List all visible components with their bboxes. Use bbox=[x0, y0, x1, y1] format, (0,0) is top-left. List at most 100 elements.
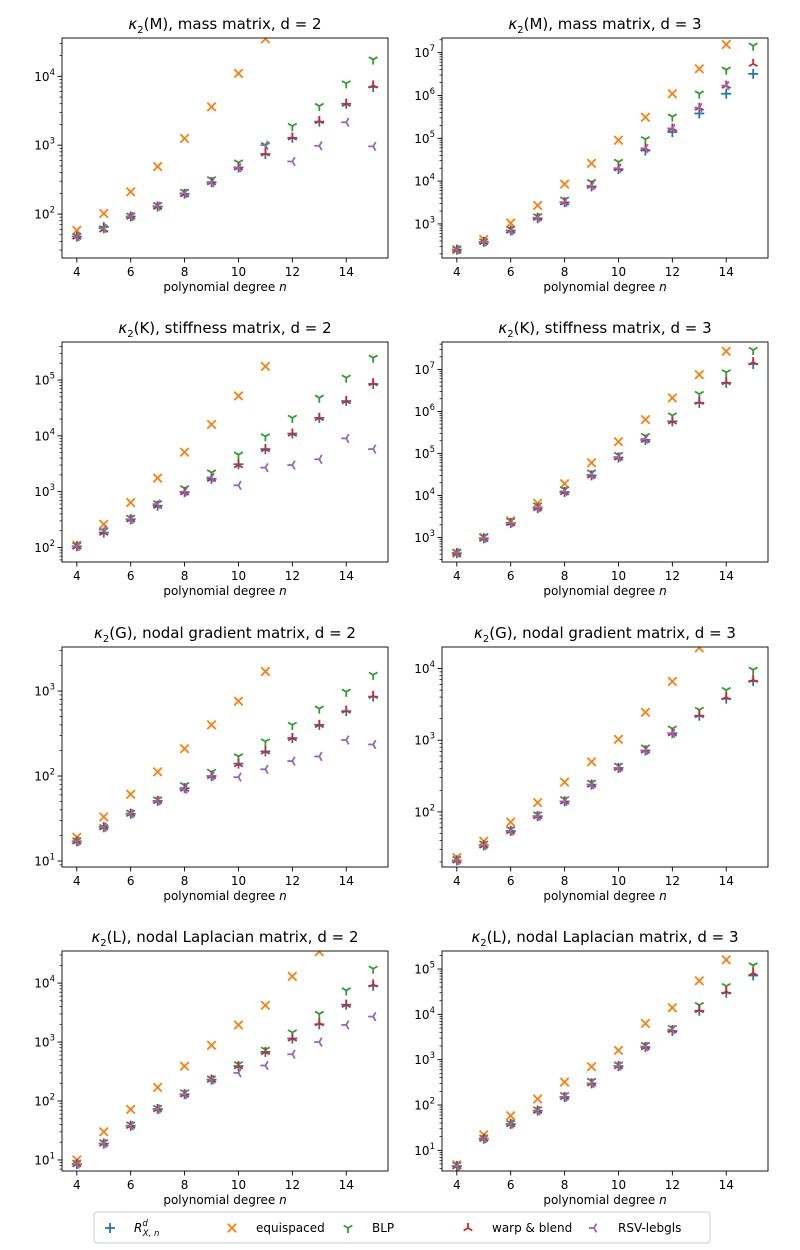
x-tick-label: 8 bbox=[181, 265, 189, 279]
point-blp bbox=[287, 122, 298, 131]
data-markers bbox=[71, 951, 379, 1170]
point-rsv bbox=[613, 1061, 622, 1071]
point-rsv bbox=[559, 197, 568, 208]
point-rsv bbox=[98, 524, 108, 535]
point-rsv bbox=[314, 751, 323, 762]
y-tick-label: 102 bbox=[34, 768, 55, 784]
point-rsv bbox=[586, 779, 595, 790]
point-rsv bbox=[478, 1133, 488, 1144]
point-blp bbox=[341, 80, 352, 89]
point-wb bbox=[341, 396, 352, 405]
legend-entry-blp: BLP bbox=[343, 1221, 394, 1235]
x-tick-label: 12 bbox=[285, 1178, 300, 1192]
point-rsv bbox=[287, 156, 296, 167]
point-rsv bbox=[287, 460, 296, 470]
panel-stiff-d2: κ2(K), stiffness matrix, d = 21021031041… bbox=[34, 319, 389, 598]
point-rsv bbox=[125, 211, 134, 222]
point-rsv bbox=[667, 728, 676, 739]
point-equi bbox=[640, 112, 651, 123]
point-rsv bbox=[98, 1138, 108, 1149]
point-wb bbox=[314, 412, 325, 422]
point-wb bbox=[260, 1046, 271, 1056]
y-tick-label: 104 bbox=[414, 660, 435, 676]
chart-title: κ2(M), mass matrix, d = 3 bbox=[508, 15, 701, 36]
x-tick-label: 6 bbox=[507, 569, 515, 583]
point-wb bbox=[260, 148, 271, 157]
point-rsv bbox=[613, 452, 622, 462]
point-equi bbox=[206, 102, 217, 112]
point-equi bbox=[721, 954, 732, 965]
point-equi bbox=[667, 1002, 678, 1013]
y-tick-label: 104 bbox=[34, 975, 55, 991]
point-wb bbox=[694, 709, 705, 719]
plot-frame bbox=[441, 37, 769, 259]
chart-title: κ2(L), nodal Laplacian matrix, d = 2 bbox=[91, 928, 358, 949]
point-equi bbox=[125, 497, 136, 508]
point-rsv bbox=[260, 140, 269, 150]
point-equi bbox=[613, 135, 624, 146]
point-blp bbox=[341, 374, 352, 383]
point-rsv bbox=[559, 486, 568, 497]
point-equi bbox=[694, 369, 705, 380]
point-rsv bbox=[586, 1078, 595, 1089]
y-tick-label: 103 bbox=[34, 483, 55, 499]
point-blp bbox=[260, 433, 271, 442]
point-equi bbox=[505, 218, 516, 228]
point-rsv bbox=[314, 140, 323, 151]
legend-label: warp & blend bbox=[492, 1221, 572, 1235]
x-tick-label: 4 bbox=[453, 874, 461, 888]
y-tick-label: 102 bbox=[34, 1093, 55, 1109]
point-rsv bbox=[368, 141, 377, 152]
point-rsv bbox=[721, 80, 730, 91]
legend-box bbox=[93, 1211, 711, 1244]
data-markers bbox=[71, 354, 379, 552]
y-tick-label: 102 bbox=[34, 206, 55, 222]
x-axis-label: polynomial degree n bbox=[163, 889, 286, 903]
point-equi bbox=[613, 734, 624, 745]
point-rsv bbox=[125, 808, 134, 819]
point-rsv bbox=[179, 784, 188, 794]
x-tick-label: 6 bbox=[127, 1178, 135, 1192]
x-tick-label: 10 bbox=[231, 1178, 246, 1192]
point-equi bbox=[721, 346, 732, 357]
point-rsv bbox=[179, 486, 188, 497]
y-tick-label: 106 bbox=[414, 403, 435, 419]
point-rsv bbox=[260, 1060, 269, 1071]
x-tick-label: 4 bbox=[73, 265, 81, 279]
point-rsv bbox=[71, 1159, 81, 1169]
y-tick-label: 103 bbox=[414, 529, 435, 545]
data-markers bbox=[451, 346, 759, 559]
x-tick-label: 4 bbox=[453, 265, 461, 279]
legend-marker-blp bbox=[343, 1224, 353, 1233]
point-rsv bbox=[368, 444, 377, 454]
legend-marker-wb bbox=[463, 1223, 473, 1232]
legend-entry-wb: warp & blend bbox=[463, 1221, 572, 1235]
legend: Rd X, n equispaced BLP warp & blend RSV-lebgl… bbox=[93, 1211, 711, 1244]
point-rsv bbox=[559, 1092, 568, 1102]
point-equi bbox=[206, 419, 217, 430]
point-equi bbox=[260, 38, 271, 44]
point-wb bbox=[748, 58, 758, 68]
point-blp bbox=[314, 1010, 325, 1019]
point-wb bbox=[721, 692, 732, 701]
point-blp bbox=[368, 965, 378, 974]
panel-lap-d3: κ2(L), nodal Laplacian matrix, d = 3 101 1… bbox=[414, 928, 769, 1207]
data-markers bbox=[451, 39, 759, 255]
point-equi bbox=[667, 88, 678, 99]
y-tick-label: 104 bbox=[414, 1006, 435, 1022]
point-blp bbox=[287, 414, 298, 423]
point-rsv bbox=[233, 1068, 242, 1078]
x-tick-label: 12 bbox=[285, 265, 300, 279]
x-tick-label: 8 bbox=[561, 1178, 569, 1192]
point-rsv bbox=[71, 836, 81, 847]
point-rsv bbox=[206, 771, 215, 781]
x-tick-label: 6 bbox=[127, 265, 135, 279]
point-equi bbox=[532, 797, 543, 808]
point-wb bbox=[721, 377, 732, 386]
point-wb bbox=[314, 1018, 325, 1027]
point-rsv bbox=[667, 123, 676, 134]
point-equi bbox=[233, 391, 244, 401]
point-blp bbox=[314, 394, 325, 403]
panel-stiff-d3: κ2(K), stiffness matrix, d = 31031041051… bbox=[414, 319, 769, 598]
